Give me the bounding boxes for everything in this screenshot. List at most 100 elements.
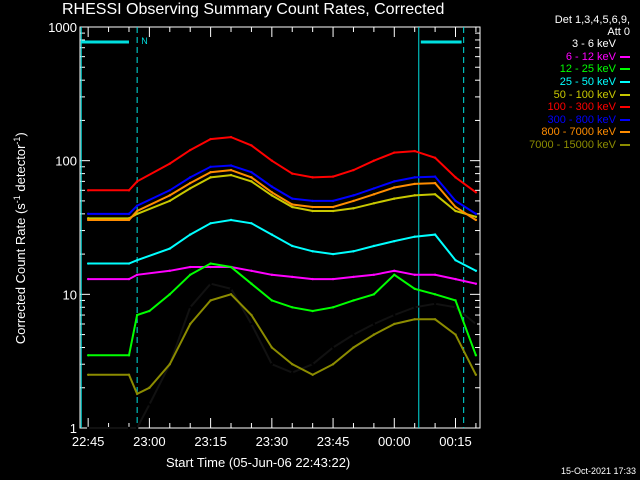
series-point-2 — [250, 282, 253, 285]
series-point-3 — [209, 222, 212, 225]
series-point-1 — [270, 273, 274, 277]
series-point-8 — [454, 333, 457, 336]
legend-label: 100 - 300 keV — [547, 101, 617, 114]
legend-entry: 12 - 25 keV — [478, 63, 636, 76]
series-point-5 — [291, 172, 294, 175]
series-point-2 — [127, 354, 131, 357]
series-point-7 — [372, 193, 376, 196]
series-point-0 — [331, 346, 335, 349]
series-point-0 — [189, 306, 192, 309]
series-point-4 — [168, 199, 171, 203]
series-point-8 — [393, 322, 396, 326]
x-tick-label: 23:15 — [194, 434, 227, 449]
series-point-5 — [270, 159, 274, 162]
series-point-5 — [352, 168, 355, 172]
series-point-8 — [209, 299, 212, 302]
series-point-0 — [372, 322, 376, 326]
series-point-7 — [250, 176, 253, 179]
series-point-6 — [372, 187, 376, 190]
legend-swatch — [620, 43, 630, 46]
series-point-5 — [135, 180, 139, 183]
series-point-5 — [229, 135, 233, 139]
series-point-7 — [189, 181, 192, 185]
x-tick-label: 23:45 — [317, 434, 350, 449]
series-point-7 — [413, 182, 416, 186]
series-point-1 — [331, 277, 335, 281]
series-point-4 — [413, 194, 416, 197]
series-point-2 — [168, 293, 171, 296]
series-point-1 — [311, 277, 314, 281]
series-point-0 — [352, 333, 355, 336]
legend-label: 6 - 12 keV — [565, 50, 616, 63]
series-point-2 — [311, 309, 314, 313]
series-point-7 — [433, 181, 437, 185]
series-point-1 — [86, 277, 90, 281]
series-point-3 — [474, 269, 478, 272]
legend-entry: 25 - 50 keV — [478, 76, 636, 89]
series-point-4 — [209, 176, 212, 179]
legend-swatch — [620, 55, 630, 58]
series-point-3 — [433, 233, 437, 236]
x-tick-label: 00:15 — [439, 434, 472, 449]
series-point-3 — [135, 259, 139, 262]
series-point-8 — [291, 363, 294, 366]
x-axis-label: Start Time (05-Jun-06 22:43:22) — [166, 455, 351, 470]
series-point-7 — [135, 209, 139, 213]
legend-swatch — [620, 131, 630, 134]
legend-swatch — [620, 68, 630, 71]
series-point-1 — [454, 277, 457, 281]
series-point-6 — [311, 199, 314, 203]
series-point-2 — [86, 354, 90, 357]
series-point-7 — [86, 218, 90, 222]
series-point-2 — [352, 299, 355, 302]
series-point-8 — [474, 373, 478, 377]
series-point-7 — [474, 218, 478, 222]
y-tick-label: 100 — [55, 154, 77, 169]
chart-title: RHESSI Observing Summary Count Rates, Co… — [62, 1, 445, 18]
series-point-0 — [148, 403, 151, 406]
series-point-7 — [168, 194, 171, 197]
series-point-2 — [291, 306, 294, 309]
series-point-5 — [250, 144, 253, 147]
series-point-6 — [352, 194, 355, 197]
series-point-7 — [393, 186, 396, 189]
series-point-5 — [413, 149, 416, 153]
series-point-5 — [331, 175, 335, 178]
series-point-1 — [168, 269, 171, 272]
y-tick-label: 1 — [70, 421, 77, 436]
series-point-1 — [413, 273, 416, 277]
series-point-3 — [413, 235, 416, 238]
legend-label: 300 - 800 keV — [547, 113, 617, 126]
y-tick-label: 1000 — [48, 20, 77, 35]
series-point-0 — [393, 313, 396, 317]
legend-header-detectors: Det 1,3,4,5,6,9, — [554, 14, 630, 26]
series-point-2 — [270, 299, 274, 302]
legend-entry: 100 - 300 keV — [478, 101, 636, 114]
legend-entry: 3 - 6 keV — [478, 38, 636, 51]
legend-label: 7000 - 15000 keV — [529, 139, 616, 152]
series-line-4 — [88, 174, 477, 220]
series-point-2 — [413, 287, 416, 291]
legend-entry: 7000 - 15000 keV — [478, 139, 636, 152]
series-point-7 — [352, 199, 355, 203]
series-point-3 — [311, 250, 314, 253]
series-point-5 — [86, 189, 90, 192]
series-point-3 — [352, 250, 355, 253]
series-point-0 — [135, 426, 139, 430]
series-point-2 — [433, 293, 437, 296]
series-point-4 — [331, 209, 335, 213]
legend-entry: 50 - 100 keV — [478, 88, 636, 101]
series-point-6 — [291, 197, 294, 200]
series-point-4 — [352, 207, 355, 210]
series-point-8 — [311, 373, 314, 377]
series-point-7 — [209, 170, 212, 174]
series-point-7 — [270, 191, 274, 194]
legend: Det 1,3,4,5,6,9, Att 0 3 - 6 keV 6 - 12 k… — [478, 14, 636, 151]
series-point-8 — [86, 373, 90, 377]
legend-label: 25 - 50 keV — [559, 76, 616, 89]
series-point-4 — [229, 173, 233, 177]
series-point-5 — [372, 159, 376, 162]
series-point-6 — [189, 176, 192, 179]
series-point-0 — [474, 322, 478, 326]
series-point-1 — [127, 277, 131, 281]
